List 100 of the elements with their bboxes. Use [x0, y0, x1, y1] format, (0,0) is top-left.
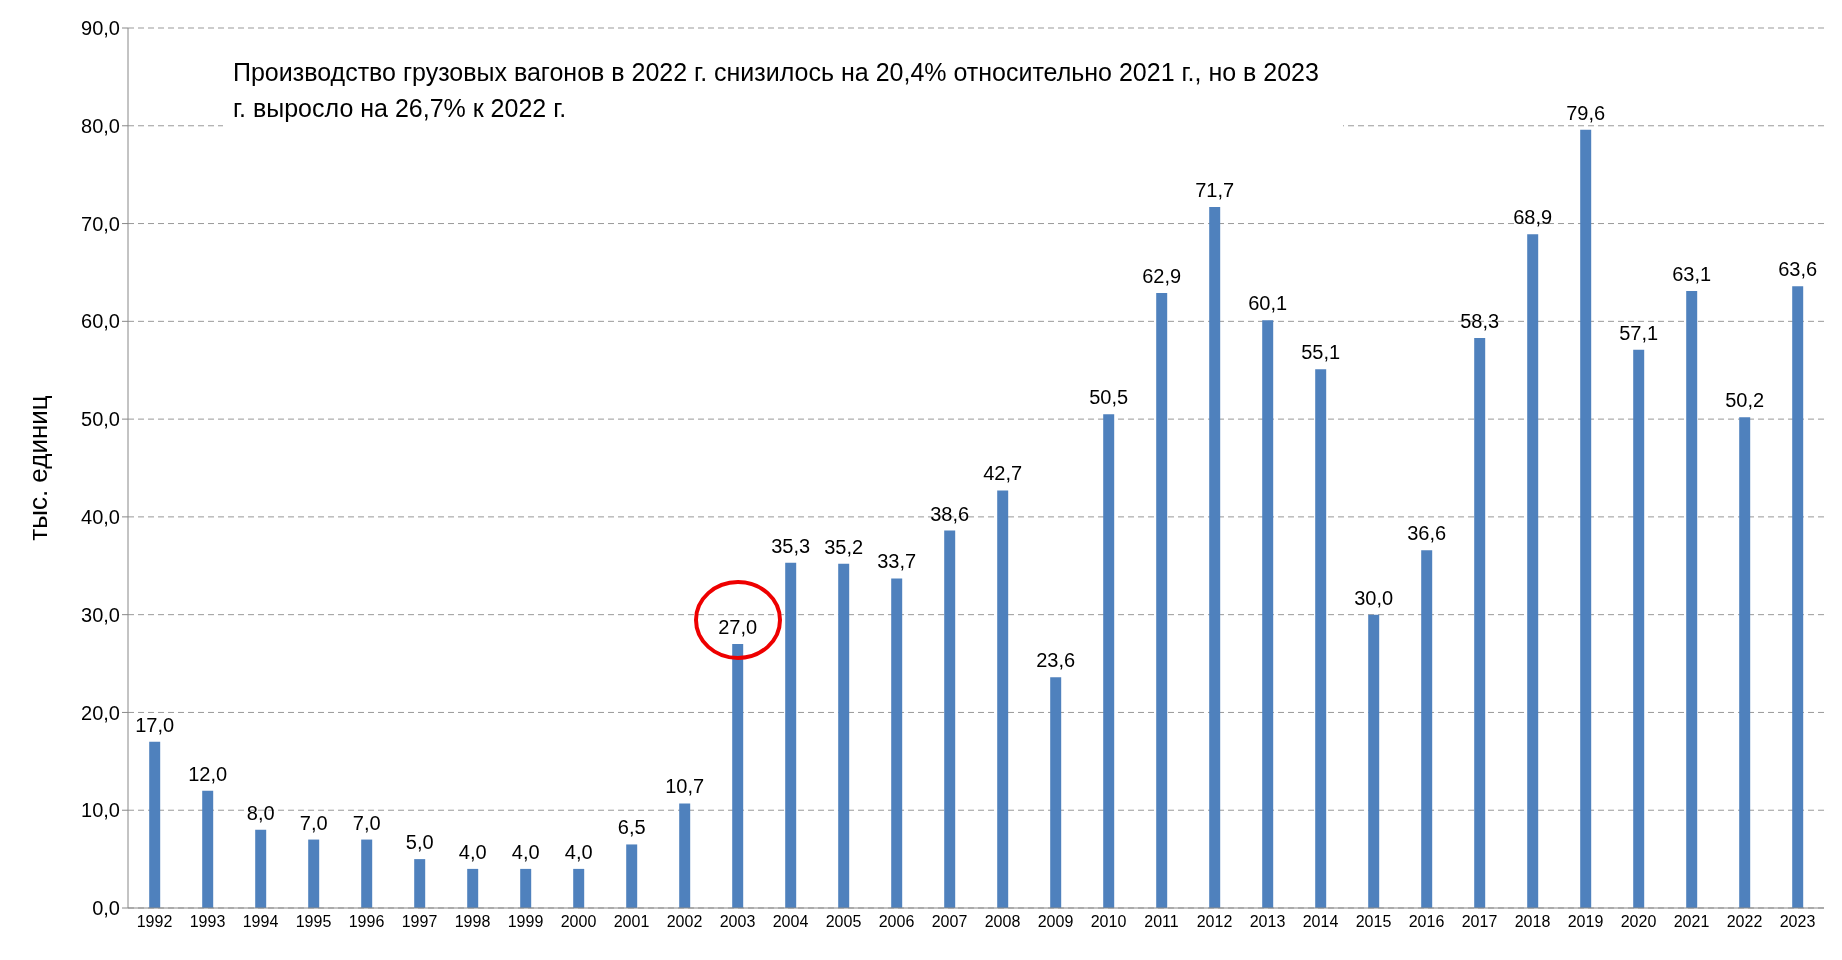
data-label: 79,6: [1566, 101, 1606, 124]
x-tick-label: 2001: [613, 913, 650, 931]
data-label: 17,0: [135, 713, 175, 736]
bar: [1527, 234, 1539, 908]
x-tick-label: 1997: [401, 913, 438, 931]
x-tick-label: 2013: [1249, 913, 1286, 931]
y-tick-label: 70,0: [81, 212, 120, 235]
x-tick-label: 1998: [454, 913, 491, 931]
data-label: 12,0: [188, 762, 228, 785]
y-tick-label: 10,0: [81, 799, 120, 822]
x-tick-label: 2018: [1514, 913, 1551, 931]
data-label: 57,1: [1619, 321, 1659, 344]
data-label: 4,0: [458, 840, 487, 863]
y-tick-label: 90,0: [81, 17, 120, 40]
data-label: 38,6: [930, 502, 970, 525]
bar: [944, 530, 956, 908]
x-tick-label: 2023: [1779, 913, 1816, 931]
bar: [785, 562, 797, 908]
x-tick-label: 2007: [931, 913, 968, 931]
data-label: 6,5: [617, 816, 646, 839]
x-tick-label: 2012: [1196, 913, 1233, 931]
x-tick-label: 2006: [878, 913, 915, 931]
bar: [1739, 417, 1751, 908]
x-tick-label: 2003: [719, 913, 756, 931]
x-tick-label: 1995: [295, 913, 332, 931]
y-tick-label: 0,0: [92, 897, 120, 920]
x-tick-label: 2021: [1673, 913, 1710, 931]
x-tick-label: 2019: [1567, 913, 1604, 931]
bar: [1103, 414, 1115, 908]
bar: [1156, 292, 1168, 908]
data-label: 50,5: [1089, 386, 1129, 409]
data-label: 8,0: [246, 801, 275, 824]
x-tick-label: 2014: [1302, 913, 1339, 931]
data-label: 5,0: [405, 831, 434, 854]
bar: [1580, 129, 1592, 908]
bar: [361, 839, 373, 908]
x-tick-label: 2009: [1037, 913, 1074, 931]
y-tick-label: 40,0: [81, 505, 120, 528]
bar: [1368, 614, 1380, 908]
bar: [1262, 320, 1274, 908]
y-tick-label: 60,0: [81, 310, 120, 333]
data-label: 27,0: [718, 616, 758, 638]
data-label: 35,2: [824, 535, 864, 558]
bar: [1315, 369, 1327, 908]
data-label: 68,9: [1513, 206, 1553, 229]
data-label: 23,6: [1036, 649, 1076, 672]
x-tick-label: 2000: [560, 913, 597, 931]
bar: [626, 844, 638, 908]
x-tick-label: 2002: [666, 913, 703, 931]
data-label: 55,1: [1301, 341, 1341, 364]
y-tick-label: 50,0: [81, 408, 120, 431]
bar: [838, 563, 850, 908]
data-label: 63,1: [1672, 263, 1712, 286]
x-tick-label: 1999: [507, 913, 544, 931]
bar: [1050, 677, 1062, 908]
data-label: 58,3: [1460, 309, 1500, 332]
data-label: 10,7: [665, 775, 705, 798]
bar: [1474, 337, 1486, 908]
bar: [1792, 286, 1804, 908]
x-tick-label: 1996: [348, 913, 385, 931]
data-label: 4,0: [511, 840, 540, 863]
x-tick-label: 1992: [136, 913, 173, 931]
bar: [1421, 550, 1433, 908]
data-label: 36,6: [1407, 522, 1447, 545]
x-tick-label: 1994: [242, 913, 279, 931]
data-label: 50,2: [1725, 389, 1765, 412]
x-tick-label: 1993: [189, 913, 226, 931]
bar: [1209, 206, 1221, 908]
bar: [679, 803, 691, 908]
bar: [997, 490, 1009, 908]
x-tick-label: 2010: [1090, 913, 1127, 931]
data-label: 42,7: [983, 462, 1023, 485]
bar: [202, 790, 214, 908]
bar: [255, 829, 267, 908]
x-tick-label: 2008: [984, 913, 1021, 931]
bar: [573, 868, 585, 908]
x-tick-label: 2005: [825, 913, 862, 931]
x-tick-label: 2011: [1144, 913, 1179, 931]
x-tick-label: 2016: [1408, 913, 1445, 931]
bar: [149, 741, 161, 908]
bar: [1686, 291, 1698, 908]
x-tick-label: 2004: [772, 913, 809, 931]
data-label: 62,9: [1142, 264, 1182, 287]
data-label: 35,3: [771, 534, 811, 557]
data-label: 71,7: [1195, 178, 1235, 201]
data-label: 33,7: [877, 550, 917, 573]
y-tick-label: 30,0: [81, 603, 120, 626]
data-label: 30,0: [1354, 586, 1394, 609]
x-tick-label: 2017: [1461, 913, 1498, 931]
data-label: 7,0: [352, 811, 381, 834]
x-tick-label: 2020: [1620, 913, 1657, 931]
annotation: Производство грузовых вагонов в 2022 г. снизилось на 20,4% относительно 2021 г., но в 2023 г. выросло на 26,7% к 2022 г.: [223, 48, 1343, 132]
bar: [732, 644, 744, 908]
y-axis-title: тыс. единиц: [23, 395, 54, 541]
y-tick-label: 80,0: [81, 114, 120, 137]
bar: [308, 839, 320, 908]
bar: [520, 868, 532, 908]
bar: [1633, 349, 1645, 908]
y-tick-label: 20,0: [81, 701, 120, 724]
data-label: 7,0: [299, 811, 328, 834]
